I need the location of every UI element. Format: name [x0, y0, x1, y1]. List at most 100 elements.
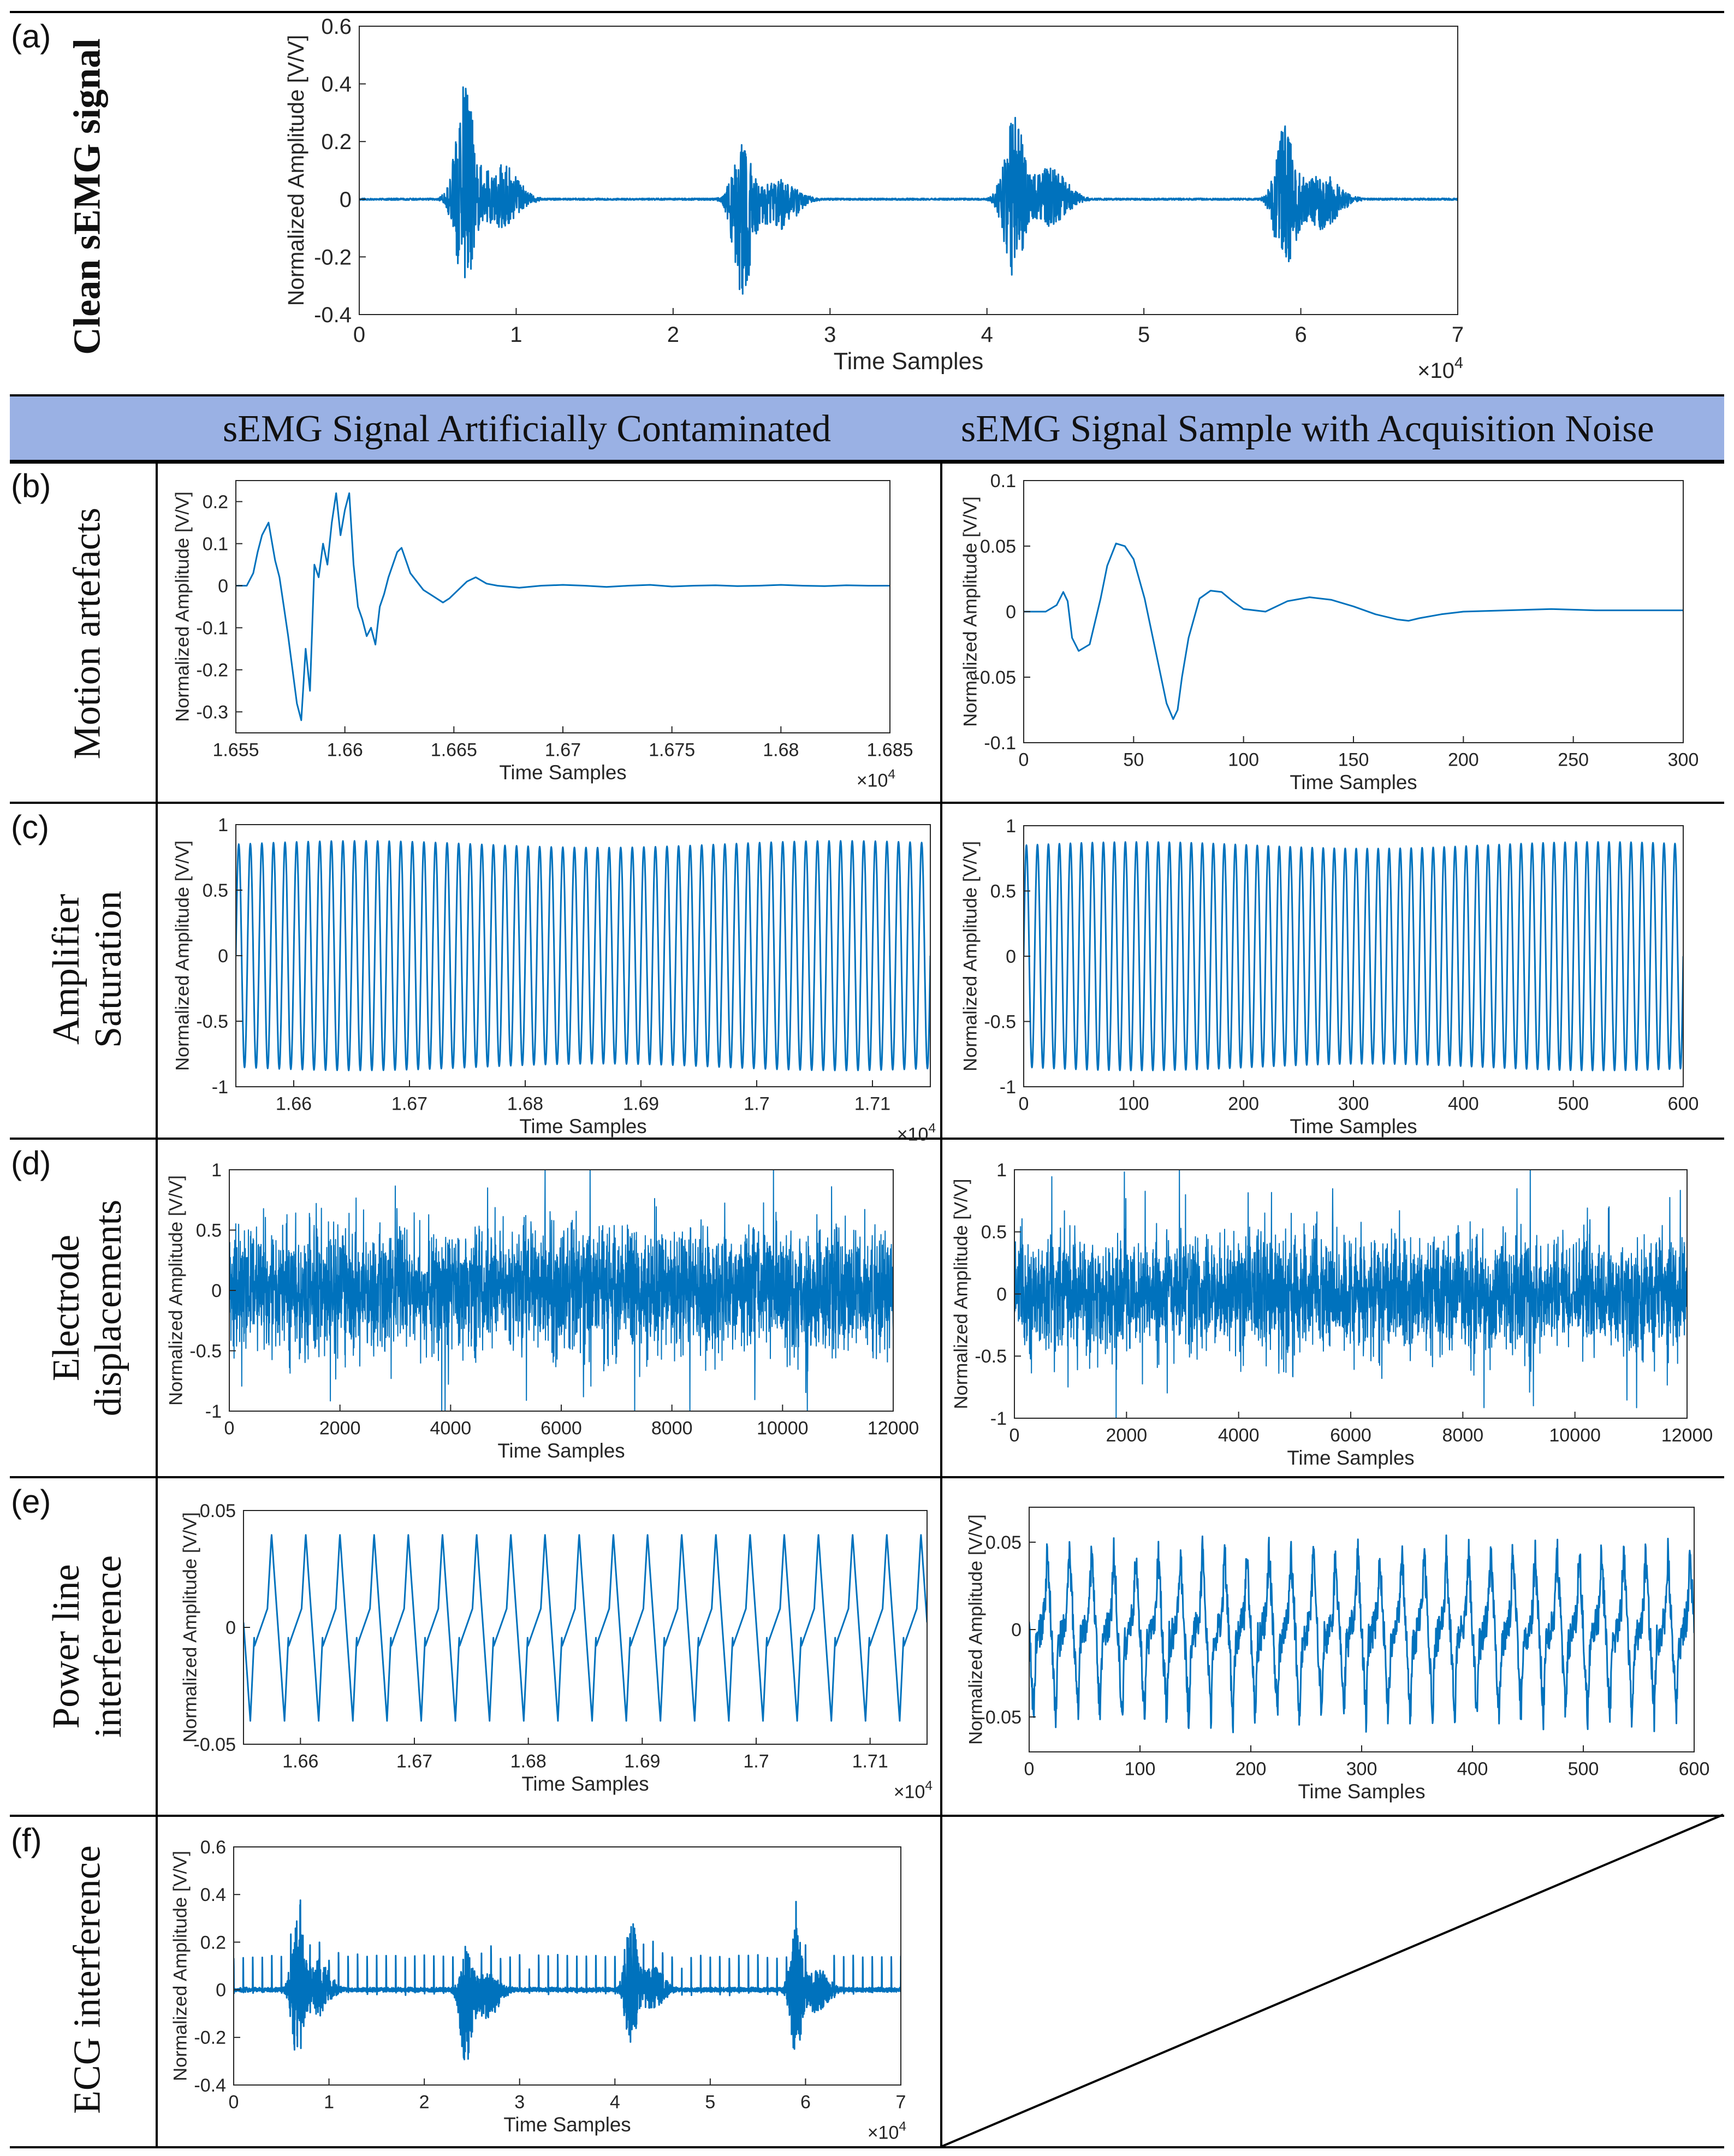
panel-label-a: (a): [11, 18, 51, 55]
header-top-border: [10, 394, 1724, 398]
y-tick-label: -0.05: [194, 1734, 236, 1755]
y-tick-label: -0.4: [194, 2075, 226, 2096]
y-tick-label: 0: [1006, 602, 1016, 623]
x-tick-label: 1.67: [545, 740, 581, 761]
x-axis-label: Time Samples: [519, 1115, 646, 1138]
x-axis-label: Time Samples: [521, 1773, 649, 1795]
y-tick-label: -0.5: [189, 1341, 222, 1361]
x-tick-label: 1.66: [282, 1751, 318, 1772]
y-tick-label: 0: [1006, 946, 1016, 967]
y-tick-label: 0: [216, 1980, 226, 2001]
row-divider-bc: [10, 802, 1724, 804]
x-multiplier-label: ×104: [897, 1121, 936, 1145]
y-tick-label: 1: [996, 1160, 1007, 1181]
x-tick-label: 1.69: [624, 1751, 660, 1772]
x-multiplier-label: ×104: [894, 1778, 933, 1802]
x-tick-label: 1.665: [431, 740, 477, 761]
y-tick-label: -0.1: [196, 618, 228, 638]
y-tick-label: 0.6: [200, 1837, 226, 1858]
x-tick-label: 3: [514, 2092, 525, 2113]
y-axis-label: Normalized Amplitude [V/V]: [165, 1175, 186, 1406]
header-right-text: sEMG Signal Sample with Acquisition Nois…: [961, 408, 1654, 450]
x-tick-label: 600: [1668, 1094, 1699, 1115]
header-bottom-border: [10, 460, 1724, 464]
y-tick-label: 0.5: [990, 881, 1016, 902]
y-tick-label: -0.3: [196, 702, 228, 722]
x-tick-label: 100: [1228, 750, 1259, 771]
x-tick-label: 0: [1009, 1425, 1020, 1446]
x-tick-label: 1.71: [854, 1094, 890, 1115]
x-tick-label: 2000: [1106, 1425, 1148, 1446]
x-tick-label: 150: [1338, 750, 1369, 771]
plot-frame: [233, 1846, 901, 2086]
x-tick-label: 300: [1338, 1094, 1369, 1115]
x-tick-label: 3: [824, 323, 836, 347]
plot-frame: [359, 26, 1458, 315]
y-axis-label: Normalized Amplitude [V/V]: [180, 1512, 200, 1743]
x-tick-label: 10000: [1549, 1425, 1601, 1446]
x-tick-label: 6000: [1330, 1425, 1371, 1446]
y-axis-label: Normalized Amplitude [V/V]: [960, 841, 981, 1071]
x-tick-label: 1.68: [763, 740, 799, 761]
x-tick-label: 6: [800, 2092, 811, 2113]
x-multiplier-label: ×104: [868, 2119, 906, 2143]
y-tick-label: 0.6: [321, 15, 352, 39]
table-top-border: [10, 11, 1724, 13]
y-tick-label: 0: [1011, 1620, 1022, 1640]
x-tick-label: 300: [1668, 750, 1699, 771]
x-tick-label: 1.7: [744, 1094, 769, 1115]
y-tick-label: 0.4: [321, 73, 352, 97]
x-tick-label: 50: [1123, 750, 1144, 771]
x-axis-label: Time Samples: [497, 1440, 625, 1462]
x-tick-label: 1.68: [510, 1751, 547, 1772]
y-tick-label: -1: [212, 1077, 228, 1098]
y-axis-label: Normalized Amplitude [V/V]: [172, 491, 193, 722]
y-tick-label: 0.4: [200, 1885, 226, 1905]
x-tick-label: 0: [1019, 750, 1029, 771]
y-tick-label: 0: [996, 1284, 1007, 1305]
x-axis-label: Time Samples: [1290, 1115, 1417, 1138]
x-tick-label: 1.67: [391, 1094, 427, 1115]
panel-label-c: (c): [11, 809, 49, 845]
x-tick-label: 4: [610, 2092, 620, 2113]
x-tick-label: 500: [1558, 1094, 1589, 1115]
x-tick-label: 4000: [430, 1418, 472, 1439]
x-tick-label: 12000: [868, 1418, 919, 1439]
x-tick-label: 8000: [651, 1418, 693, 1439]
x-tick-label: 1.655: [212, 740, 259, 761]
x-tick-label: 0: [224, 1418, 235, 1439]
y-tick-label: -0.5: [196, 1011, 228, 1032]
x-tick-label: 0: [229, 2092, 239, 2113]
x-tick-label: 1.71: [852, 1751, 888, 1772]
x-tick-label: 1.66: [327, 740, 363, 761]
x-tick-label: 1: [324, 2092, 334, 2113]
x-tick-label: 0: [1019, 1094, 1029, 1115]
x-multiplier-exponent: 4: [1454, 354, 1463, 372]
y-tick-label: -0.05: [979, 1707, 1022, 1728]
x-tick-label: 7: [1452, 323, 1464, 347]
y-axis-label: Normalized Amplitude [V/V]: [951, 1178, 971, 1409]
y-tick-label: -0.5: [975, 1346, 1007, 1367]
series-line: [236, 492, 890, 721]
x-tick-label: 2: [667, 323, 679, 347]
y-tick-label: 0.5: [203, 880, 228, 901]
x-tick-label: 400: [1457, 1759, 1488, 1780]
series-line: [1014, 1170, 1687, 1418]
x-tick-label: 1.7: [743, 1751, 769, 1772]
y-tick-label: -0.2: [194, 2028, 226, 2048]
x-tick-label: 8000: [1442, 1425, 1484, 1446]
x-tick-label: 1.67: [396, 1751, 432, 1772]
y-axis-label: Normalized Amplitude [V/V]: [283, 35, 308, 306]
x-axis-label: Time Samples: [499, 761, 626, 784]
column-divider-mid: [940, 462, 942, 2147]
y-tick-label: 0: [218, 946, 228, 967]
y-tick-label: 0.2: [203, 491, 228, 512]
x-tick-label: 1.69: [623, 1094, 659, 1115]
y-tick-label: 1: [1006, 816, 1016, 837]
series-line: [1024, 542, 1683, 720]
